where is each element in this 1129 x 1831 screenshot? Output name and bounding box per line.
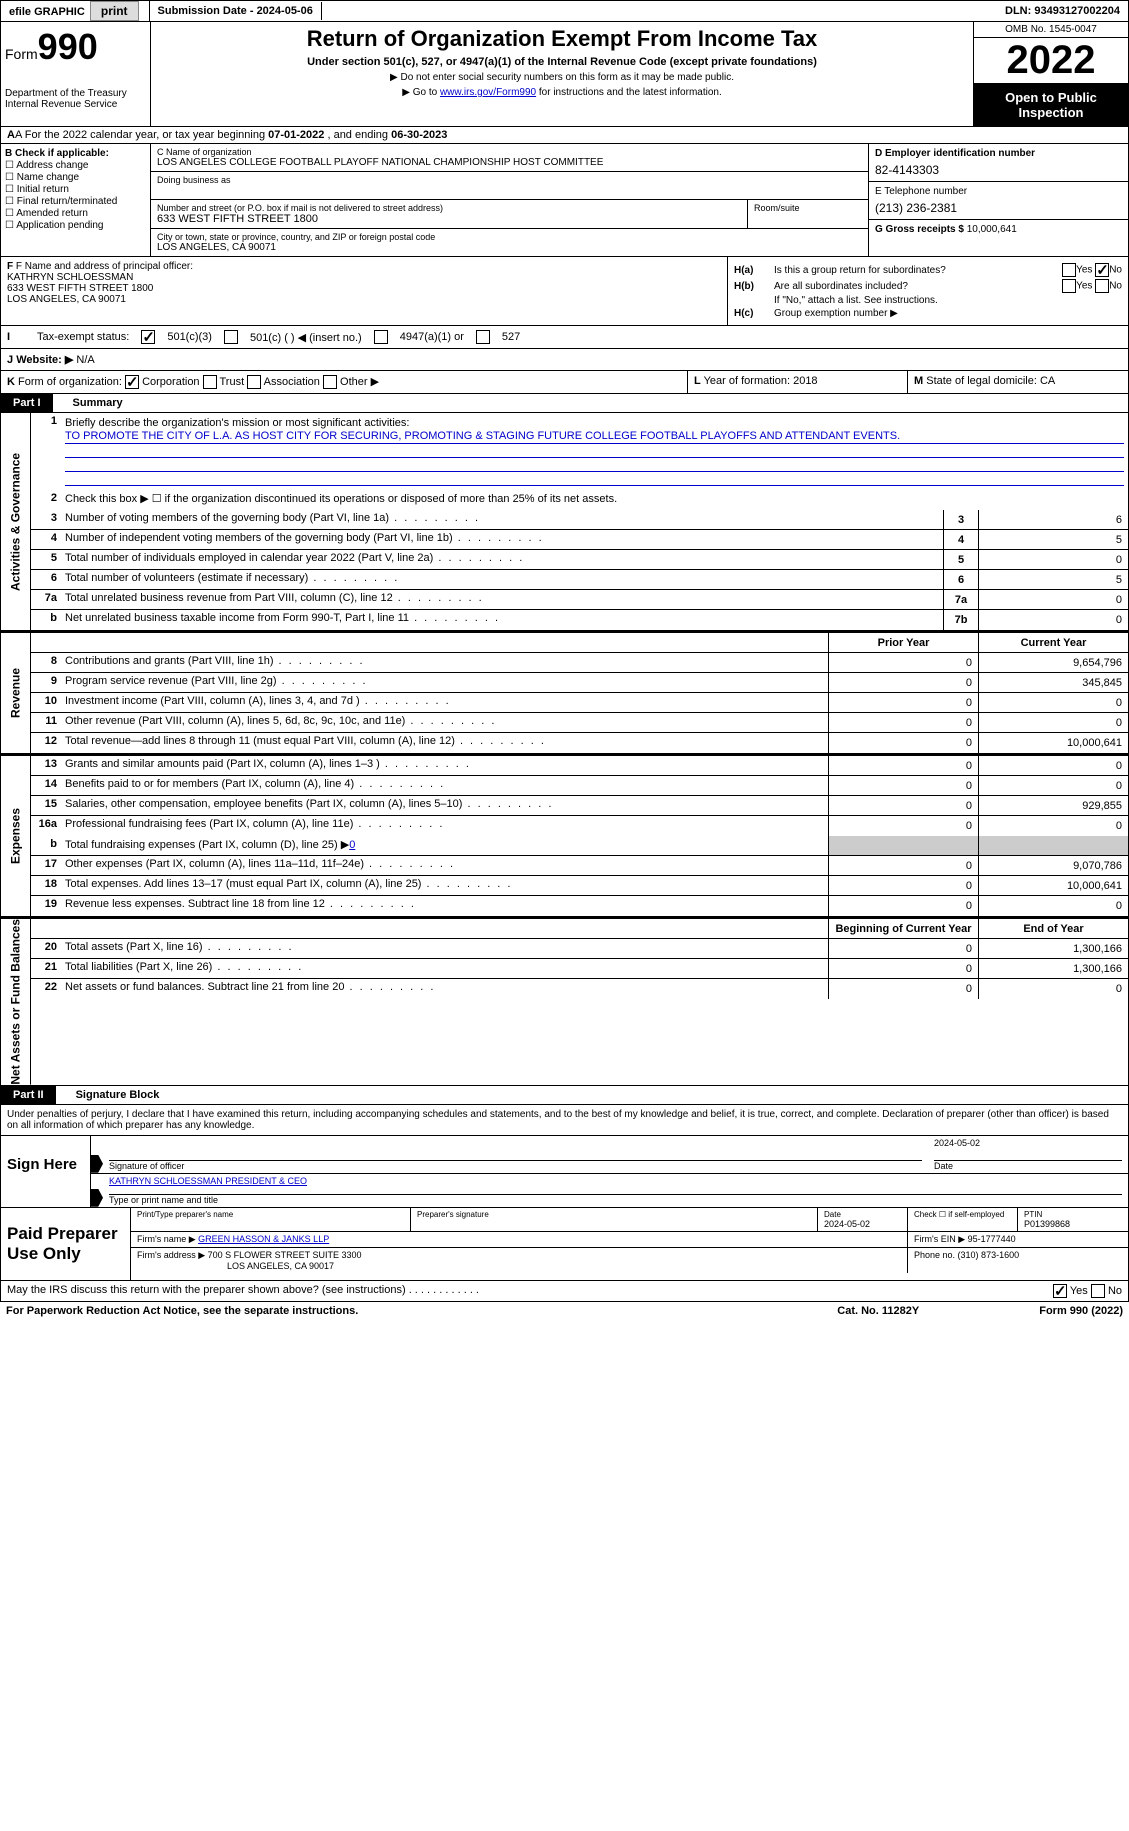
table-row: 8Contributions and grants (Part VIII, li…	[31, 653, 1128, 673]
group-return: H(a) Is this a group return for subordin…	[728, 257, 1128, 325]
row-j-website: J Website: ▶ N/A	[0, 349, 1129, 371]
section-activities-governance: Activities & Governance 1 Briefly descri…	[0, 413, 1129, 631]
table-row: 20Total assets (Part X, line 16)01,300,1…	[31, 939, 1128, 959]
irs-link[interactable]: www.irs.gov/Form990	[440, 87, 536, 98]
chk-4947[interactable]	[374, 330, 388, 344]
section-expenses: Expenses 13Grants and similar amounts pa…	[0, 754, 1129, 917]
table-row: 5Total number of individuals employed in…	[31, 550, 1128, 570]
table-row: 15Salaries, other compensation, employee…	[31, 796, 1128, 816]
table-row: 18Total expenses. Add lines 13–17 (must …	[31, 876, 1128, 896]
submission-date: Submission Date - 2024-05-06	[150, 2, 322, 20]
chk-corp[interactable]	[125, 375, 139, 389]
table-row: 22Net assets or fund balances. Subtract …	[31, 979, 1128, 999]
chk-amended[interactable]: ☐ Amended return	[5, 208, 146, 219]
discuss-yes[interactable]	[1053, 1284, 1067, 1298]
table-row: 13Grants and similar amounts paid (Part …	[31, 756, 1128, 776]
col-c-org: C Name of organization LOS ANGELES COLLE…	[151, 144, 868, 256]
top-bar: efile GRAPHIC print Submission Date - 20…	[0, 0, 1129, 22]
table-row: 16aProfessional fundraising fees (Part I…	[31, 816, 1128, 836]
chk-assoc[interactable]	[247, 375, 261, 389]
block-identity: B Check if applicable: ☐ Address change …	[0, 144, 1129, 257]
table-row: 11Other revenue (Part VIII, column (A), …	[31, 713, 1128, 733]
chk-name-change[interactable]: ☐ Name change	[5, 172, 146, 183]
firm-name-link[interactable]: GREEN HASSON & JANKS LLP	[198, 1234, 329, 1244]
header-right: OMB No. 1545-0047 2022 Open to Public In…	[973, 22, 1128, 126]
discuss-no[interactable]	[1091, 1284, 1105, 1298]
arrow-icon	[91, 1155, 103, 1173]
table-row: 4Number of independent voting members of…	[31, 530, 1128, 550]
principal-officer: F F Name and address of principal office…	[1, 257, 728, 325]
paid-preparer-block: Paid Preparer Use Only Print/Type prepar…	[0, 1208, 1129, 1281]
chk-527[interactable]	[476, 330, 490, 344]
table-row: 17Other expenses (Part IX, column (A), l…	[31, 856, 1128, 876]
table-row: 7aTotal unrelated business revenue from …	[31, 590, 1128, 610]
hb-no[interactable]	[1095, 279, 1109, 293]
ha-no[interactable]	[1095, 263, 1109, 277]
side-tab-rev: Revenue	[1, 633, 31, 753]
discuss-row: May the IRS discuss this return with the…	[0, 1281, 1129, 1302]
header-mid: Return of Organization Exempt From Incom…	[151, 22, 973, 126]
sign-here-block: Sign Here Signature of officer 2024-05-0…	[0, 1136, 1129, 1208]
arrow-icon	[91, 1189, 103, 1207]
table-row: bNet unrelated business taxable income f…	[31, 610, 1128, 630]
block-officer: F F Name and address of principal office…	[0, 257, 1129, 326]
perjury-text: Under penalties of perjury, I declare th…	[0, 1105, 1129, 1136]
chk-address-change[interactable]: ☐ Address change	[5, 160, 146, 171]
table-row: 14Benefits paid to or for members (Part …	[31, 776, 1128, 796]
table-row: 10Investment income (Part VIII, column (…	[31, 693, 1128, 713]
chk-trust[interactable]	[203, 375, 217, 389]
table-row: 6Total number of volunteers (estimate if…	[31, 570, 1128, 590]
side-tab-na: Net Assets or Fund Balances	[1, 919, 31, 1085]
section-net-assets: Net Assets or Fund Balances Beginning of…	[0, 917, 1129, 1086]
part2-header: Part II Signature Block	[0, 1086, 1129, 1105]
form-title: Return of Organization Exempt From Incom…	[155, 26, 969, 52]
table-row: 21Total liabilities (Part X, line 26)01,…	[31, 959, 1128, 979]
dln: DLN: 93493127002204	[997, 2, 1128, 20]
side-tab-exp: Expenses	[1, 756, 31, 916]
chk-initial-return[interactable]: ☐ Initial return	[5, 184, 146, 195]
part1-header: Part I Summary	[0, 394, 1129, 413]
chk-501c[interactable]	[224, 330, 238, 344]
form-header: Form990 Department of the Treasury Inter…	[0, 22, 1129, 127]
section-revenue: Revenue Prior Year Current Year 8Contrib…	[0, 631, 1129, 754]
officer-name-link[interactable]: KATHRYN SCHLOESSMAN PRESIDENT & CEO	[109, 1176, 307, 1186]
chk-final-return[interactable]: ☐ Final return/terminated	[5, 196, 146, 207]
table-row: 19Revenue less expenses. Subtract line 1…	[31, 896, 1128, 916]
table-row: 9Program service revenue (Part VIII, lin…	[31, 673, 1128, 693]
mission-text: TO PROMOTE THE CITY OF L.A. AS HOST CITY…	[65, 429, 1124, 444]
header-left: Form990 Department of the Treasury Inter…	[1, 22, 151, 126]
row-k-org-form: K Form of organization: Corporation Trus…	[0, 371, 1129, 394]
table-row: 3Number of voting members of the governi…	[31, 510, 1128, 530]
row-a-tax-year: AA For the 2022 calendar year, or tax ye…	[0, 127, 1129, 144]
hb-yes[interactable]	[1062, 279, 1076, 293]
chk-501c3[interactable]	[141, 330, 155, 344]
col-d-ein: D Employer identification number 82-4143…	[868, 144, 1128, 256]
col-b-checkboxes: B Check if applicable: ☐ Address change …	[1, 144, 151, 256]
bottom-line: For Paperwork Reduction Act Notice, see …	[0, 1302, 1129, 1320]
side-tab-ag: Activities & Governance	[1, 413, 31, 630]
ha-yes[interactable]	[1062, 263, 1076, 277]
chk-other[interactable]	[323, 375, 337, 389]
efile-label: efile GRAPHIC print	[1, 1, 150, 21]
print-button[interactable]: print	[90, 1, 139, 21]
chk-app-pending[interactable]: ☐ Application pending	[5, 220, 146, 231]
table-row: 12Total revenue—add lines 8 through 11 (…	[31, 733, 1128, 753]
row-i-tax-status: I Tax-exempt status: 501(c)(3) 501(c) ( …	[0, 326, 1129, 349]
